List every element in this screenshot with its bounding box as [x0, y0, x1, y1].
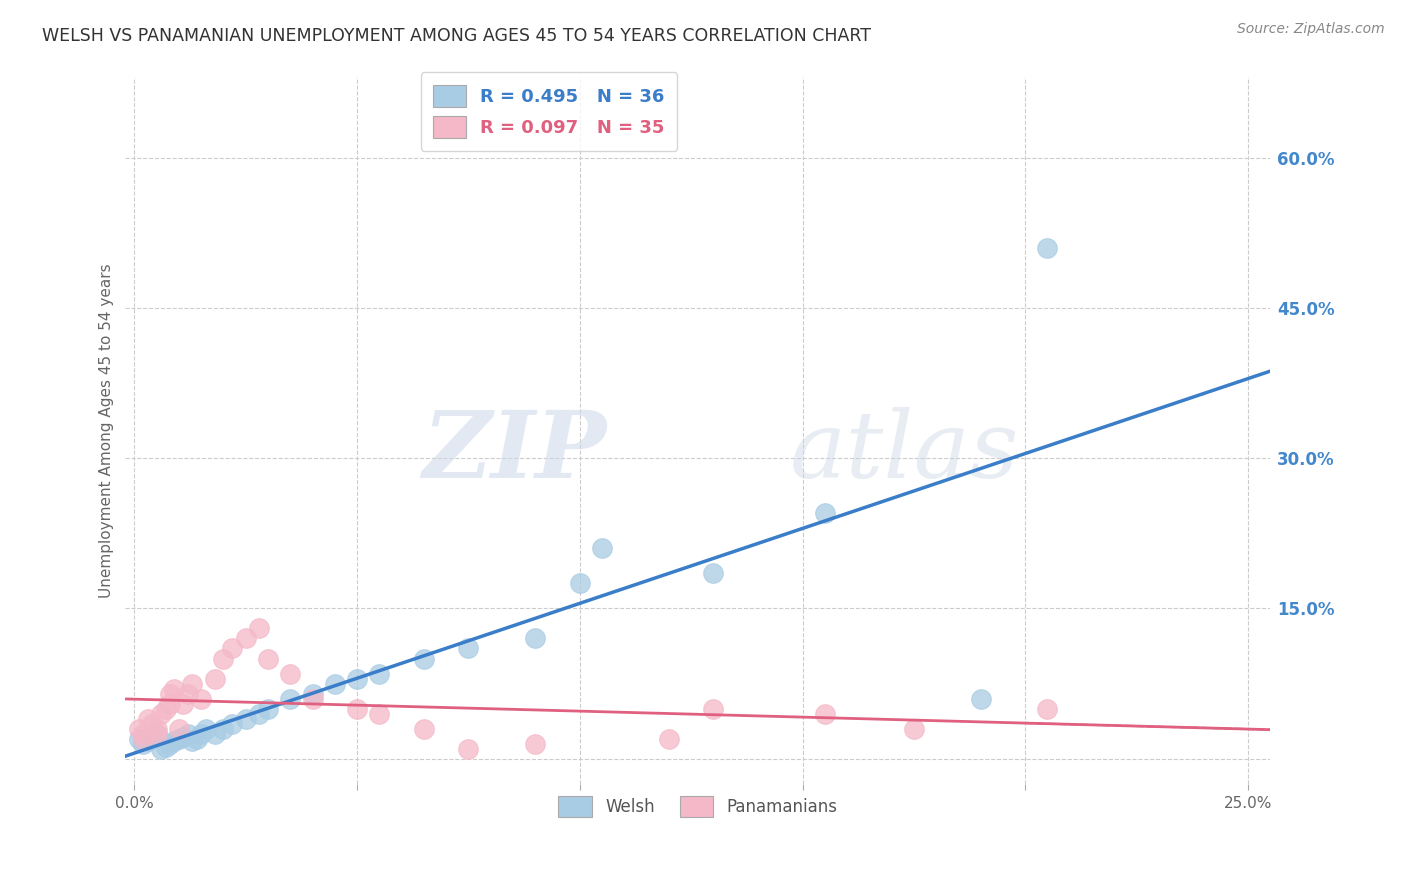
- Point: [181, 733, 204, 747]
- Point: [247, 622, 270, 636]
- Point: [204, 726, 226, 740]
- Point: [235, 632, 257, 646]
- Point: [702, 701, 724, 715]
- Point: [412, 651, 434, 665]
- Point: [181, 676, 204, 690]
- Point: [1036, 701, 1059, 715]
- Point: [155, 701, 177, 715]
- Point: [412, 722, 434, 736]
- Point: [159, 687, 181, 701]
- Point: [136, 712, 159, 726]
- Point: [323, 676, 346, 690]
- Point: [903, 722, 925, 736]
- Point: [524, 632, 547, 646]
- Point: [167, 722, 190, 736]
- Point: [457, 741, 479, 756]
- Point: [159, 697, 181, 711]
- Point: [346, 672, 368, 686]
- Point: [204, 672, 226, 686]
- Point: [155, 739, 177, 754]
- Point: [235, 712, 257, 726]
- Point: [346, 701, 368, 715]
- Point: [145, 722, 167, 736]
- Point: [368, 706, 391, 721]
- Point: [194, 722, 217, 736]
- Point: [150, 706, 173, 721]
- Point: [702, 566, 724, 581]
- Point: [128, 722, 150, 736]
- Point: [278, 691, 301, 706]
- Point: [814, 706, 837, 721]
- Point: [190, 726, 212, 740]
- Y-axis label: Unemployment Among Ages 45 to 54 years: Unemployment Among Ages 45 to 54 years: [100, 263, 114, 598]
- Point: [591, 541, 613, 556]
- Point: [145, 726, 167, 740]
- Point: [172, 730, 194, 744]
- Point: [212, 722, 235, 736]
- Point: [150, 741, 173, 756]
- Text: WELSH VS PANAMANIAN UNEMPLOYMENT AMONG AGES 45 TO 54 YEARS CORRELATION CHART: WELSH VS PANAMANIAN UNEMPLOYMENT AMONG A…: [42, 27, 872, 45]
- Point: [132, 737, 155, 751]
- Point: [136, 733, 159, 747]
- Point: [163, 733, 186, 747]
- Point: [212, 651, 235, 665]
- Point: [132, 731, 155, 746]
- Legend: Welsh, Panamanians: Welsh, Panamanians: [550, 788, 845, 825]
- Point: [177, 687, 200, 701]
- Point: [301, 691, 323, 706]
- Point: [568, 576, 591, 591]
- Point: [278, 666, 301, 681]
- Point: [145, 726, 167, 740]
- Point: [524, 737, 547, 751]
- Text: Source: ZipAtlas.com: Source: ZipAtlas.com: [1237, 22, 1385, 37]
- Point: [257, 701, 280, 715]
- Text: ZIP: ZIP: [422, 407, 606, 497]
- Point: [221, 716, 243, 731]
- Point: [457, 641, 479, 656]
- Point: [247, 706, 270, 721]
- Text: atlas: atlas: [789, 407, 1019, 497]
- Point: [159, 737, 181, 751]
- Point: [190, 691, 212, 706]
- Point: [167, 731, 190, 746]
- Point: [177, 726, 200, 740]
- Point: [814, 506, 837, 520]
- Point: [163, 681, 186, 696]
- Point: [221, 641, 243, 656]
- Point: [186, 731, 208, 746]
- Point: [141, 730, 163, 744]
- Point: [128, 731, 150, 746]
- Point: [141, 716, 163, 731]
- Point: [132, 726, 155, 740]
- Point: [257, 651, 280, 665]
- Point: [1036, 241, 1059, 255]
- Point: [658, 731, 681, 746]
- Point: [301, 687, 323, 701]
- Point: [368, 666, 391, 681]
- Point: [172, 697, 194, 711]
- Point: [969, 691, 991, 706]
